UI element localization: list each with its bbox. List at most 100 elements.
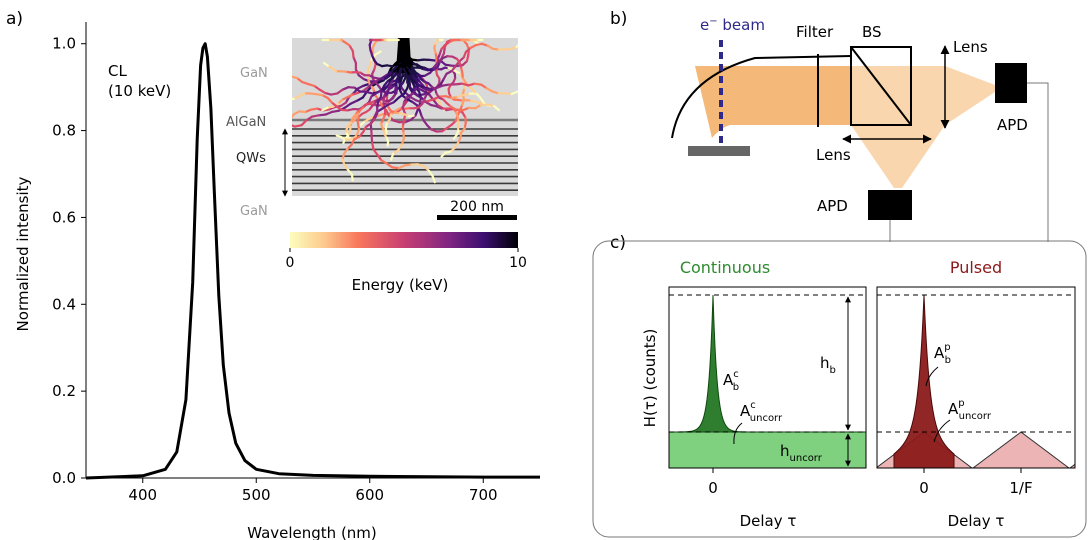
continuous-xtick-label: 0: [708, 479, 718, 497]
trajectory-segment: [343, 102, 352, 109]
x-tick-label: 500: [242, 486, 271, 504]
hbt-y-axis-label: H(τ) (counts): [641, 329, 659, 428]
trajectory-segment: [374, 50, 382, 56]
lens-right-label: Lens: [953, 38, 988, 56]
colorbar-min-label: 0: [286, 255, 295, 271]
trajectory-segment: [515, 43, 518, 49]
sample: [688, 146, 750, 156]
lens-bottom-label: Lens: [816, 146, 851, 164]
continuous-huncorr-label: huncorr: [780, 442, 823, 464]
scale-bar: [437, 215, 517, 220]
trajectory-segment: [431, 174, 436, 184]
trajectory-segment: [321, 106, 329, 112]
quantum-well-lines: [292, 128, 518, 191]
pulsed-title: Pulsed: [950, 258, 1002, 277]
trajectory-segment: [416, 163, 426, 168]
y-tick-label: 0.0: [52, 469, 76, 487]
trajectory-segment: [305, 115, 314, 122]
transmitted-light-cone: [851, 66, 995, 125]
continuous-Auncorr-pointer: [733, 422, 743, 445]
layer-label-gan-top: GaN: [240, 66, 268, 81]
panel-a-label: a): [6, 9, 23, 29]
apd-right: [995, 63, 1027, 103]
layer-label-gan-bottom: GaN: [240, 204, 268, 219]
apd-bottom-label: APD: [817, 197, 848, 215]
trajectory-segment: [292, 75, 293, 78]
trajectory-segment: [359, 121, 365, 127]
continuous-bunching-peak: [669, 294, 866, 433]
trajectory-segment: [386, 140, 390, 147]
colorbar-label: Energy (keV): [352, 276, 449, 294]
trajectory-segment: [274, 95, 276, 102]
panel-a: a) 400 500 600 700 0.0 0.2 0.4 0.6 0.8 1.0 CL (10…: [6, 9, 540, 540]
trajectory-segment: [279, 115, 283, 121]
trajectory-segment: [311, 114, 320, 118]
y-tick-label: 0.6: [52, 208, 76, 226]
trajectory-segment: [283, 121, 289, 125]
colorbar-max-label: 10: [509, 255, 527, 271]
pulsed-xtick-label-0: 0: [919, 479, 929, 497]
reflected-light-cone: [851, 125, 945, 188]
trajectory-segment: [521, 40, 525, 43]
trajectory-segment: [516, 90, 518, 93]
pulsed-Ab-label: Ap b: [934, 342, 951, 366]
trajectory-segment: [272, 46, 277, 50]
cl-label: CL: [108, 62, 127, 80]
x-tick-label: 400: [128, 486, 157, 504]
continuous-Auncorr-label: Ac uncorr: [740, 400, 783, 424]
pulsed-Auncorr-pointer: [933, 419, 951, 443]
pulsed-subplot: Pulsed 0 1/F Delay τ Ap b Ap uncorr: [876, 258, 1076, 530]
x-axis-label: Wavelength (nm): [247, 524, 377, 540]
trajectory-segment: [440, 151, 447, 158]
trajectory-segment: [384, 127, 388, 135]
continuous-subplot: Continuous 0 Delay τ Ac b Ac uncorr hb hun…: [668, 258, 867, 530]
trajectory-segment: [478, 96, 485, 103]
apd-right-label: APD: [997, 116, 1028, 134]
trajectory-segment: [349, 99, 358, 105]
trajectory-segment: [278, 108, 279, 115]
trajectory-segment: [407, 114, 415, 118]
apd-bottom: [868, 190, 912, 220]
trajectory-segment: [292, 113, 295, 119]
correlator-box: [592, 240, 1087, 538]
trajectory-segment: [365, 85, 373, 93]
panel-c: c) H(τ) (counts) Continuous 0 Delay τ Ac…: [592, 233, 1087, 538]
x-tick-label: 600: [355, 486, 384, 504]
trajectory-segment: [335, 134, 342, 138]
continuous-title: Continuous: [680, 258, 770, 277]
trajectory-segment: [322, 61, 330, 67]
trajectory-segment: [317, 113, 327, 117]
continuous-x-axis-label: Delay τ: [740, 512, 797, 530]
y-axis-label: Normalized intensity: [14, 176, 32, 331]
scale-bar-label: 200 nm: [450, 199, 504, 215]
layer-label-qws: QWs: [236, 151, 266, 166]
continuous-frame: [668, 286, 867, 469]
trajectory-segment: [452, 134, 458, 140]
trajectory-segment: [300, 119, 308, 127]
spectrum-line: [85, 42, 540, 480]
trajectory-segment: [275, 102, 278, 108]
continuous-hb-label: hb: [820, 354, 836, 376]
trajectory-segment: [350, 173, 354, 182]
layer-label-algan: AlGaN: [226, 115, 266, 130]
trajectory-segment: [282, 98, 288, 100]
continuous-uncorr-fill: [669, 432, 866, 468]
trajectory-segment: [265, 85, 270, 90]
bs-label: BS: [862, 23, 882, 41]
pulsed-Ab-pointer: [925, 366, 939, 387]
trajectory-segment: [355, 96, 364, 102]
trajectory-segment: [260, 59, 261, 66]
ebeam-label: e− beam: [700, 16, 765, 34]
trajectory-segment: [417, 83, 425, 90]
filter-label: Filter: [796, 23, 834, 41]
trajectory-segment: [380, 159, 388, 165]
trajectory-segment: [277, 50, 279, 56]
y-tick-label: 0.4: [52, 295, 76, 313]
trajectory-segment: [292, 97, 295, 101]
trajectory-segment: [324, 110, 334, 116]
trajectory-segment: [331, 109, 340, 114]
beam-splitter-diagonal: [850, 46, 912, 126]
continuous-Ab-label: Ac b: [723, 369, 739, 393]
colorbar: [290, 232, 518, 248]
trajectory-segment: [510, 90, 518, 96]
